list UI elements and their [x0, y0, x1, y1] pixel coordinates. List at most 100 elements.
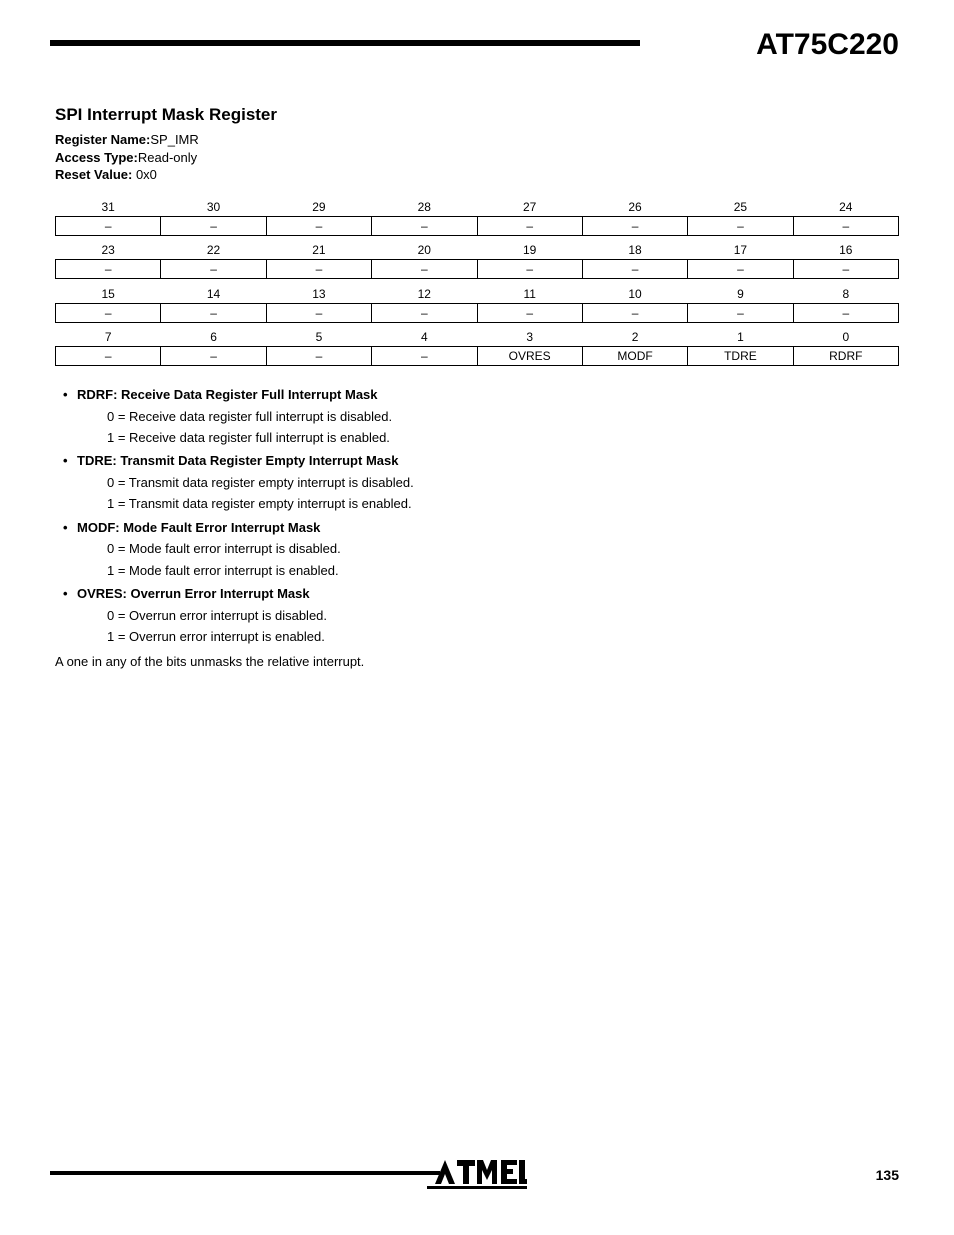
bit-number: 1	[688, 328, 793, 347]
field-line: 0 = Receive data register full interrupt…	[55, 406, 899, 427]
field-item: • OVRES: Overrun Error Interrupt Mask	[55, 583, 899, 604]
atmel-logo-icon	[427, 1156, 527, 1195]
bit-value: –	[266, 347, 371, 366]
bit-value: –	[56, 347, 161, 366]
bit-value: –	[477, 216, 582, 235]
bit-field-table: 31 30 29 28 27 26 25 24 – – – – – – – – …	[55, 198, 899, 367]
bit-value: –	[266, 260, 371, 279]
access-type-line: Access Type:Read-only	[55, 149, 899, 167]
bit-number: 25	[688, 198, 793, 217]
bit-number: 19	[477, 241, 582, 260]
bit-value: RDRF	[793, 347, 898, 366]
section-title: SPI Interrupt Mask Register	[55, 105, 899, 125]
bit-value: –	[688, 303, 793, 322]
field-line: 1 = Mode fault error interrupt is enable…	[55, 560, 899, 581]
field-item: • TDRE: Transmit Data Register Empty Int…	[55, 450, 899, 471]
field-title: OVRES: Overrun Error Interrupt Mask	[77, 583, 310, 604]
bit-number-row: 15 14 13 12 11 10 9 8	[56, 285, 899, 304]
bit-number: 28	[372, 198, 477, 217]
bit-number: 17	[688, 241, 793, 260]
field-item: • MODF: Mode Fault Error Interrupt Mask	[55, 517, 899, 538]
document-title: AT75C220	[756, 28, 899, 62]
bit-value: –	[793, 216, 898, 235]
bit-number: 3	[477, 328, 582, 347]
bit-number: 24	[793, 198, 898, 217]
bit-value: –	[56, 303, 161, 322]
bullet-icon: •	[55, 384, 77, 405]
bit-number: 6	[161, 328, 266, 347]
bit-value-row: – – – – OVRES MODF TDRE RDRF	[56, 347, 899, 366]
bit-number: 18	[582, 241, 687, 260]
access-type-value: Read-only	[138, 150, 197, 165]
bit-value: –	[477, 260, 582, 279]
bit-number: 13	[266, 285, 371, 304]
bit-number: 8	[793, 285, 898, 304]
bit-value: –	[688, 260, 793, 279]
field-line: 1 = Overrun error interrupt is enabled.	[55, 626, 899, 647]
bit-value-row: – – – – – – – –	[56, 303, 899, 322]
bit-number: 16	[793, 241, 898, 260]
bit-number: 22	[161, 241, 266, 260]
bit-value: –	[161, 216, 266, 235]
field-line: 0 = Mode fault error interrupt is disabl…	[55, 538, 899, 559]
field-descriptions: • RDRF: Receive Data Register Full Inter…	[55, 384, 899, 673]
bit-number: 23	[56, 241, 161, 260]
bullet-icon: •	[55, 450, 77, 471]
bit-value: –	[582, 260, 687, 279]
bit-number: 4	[372, 328, 477, 347]
bit-value: –	[161, 303, 266, 322]
final-note: A one in any of the bits unmasks the rel…	[55, 651, 899, 672]
bit-number: 2	[582, 328, 687, 347]
bit-number: 21	[266, 241, 371, 260]
field-line: 1 = Receive data register full interrupt…	[55, 427, 899, 448]
bit-number: 27	[477, 198, 582, 217]
bit-value: –	[161, 260, 266, 279]
bit-number: 29	[266, 198, 371, 217]
bit-number: 0	[793, 328, 898, 347]
bit-number: 30	[161, 198, 266, 217]
bit-value: TDRE	[688, 347, 793, 366]
bit-number: 10	[582, 285, 687, 304]
bit-number: 31	[56, 198, 161, 217]
field-title: TDRE: Transmit Data Register Empty Inter…	[77, 450, 398, 471]
reset-value-label: Reset Value:	[55, 167, 132, 182]
bit-number: 20	[372, 241, 477, 260]
register-name-value: SP_IMR	[150, 132, 198, 147]
bit-number: 14	[161, 285, 266, 304]
bit-number: 15	[56, 285, 161, 304]
bit-number: 9	[688, 285, 793, 304]
page-content: SPI Interrupt Mask Register Register Nam…	[55, 105, 899, 673]
bit-number: 12	[372, 285, 477, 304]
bit-value: –	[793, 260, 898, 279]
bullet-icon: •	[55, 583, 77, 604]
field-line: 0 = Transmit data register empty interru…	[55, 472, 899, 493]
bit-value: –	[372, 260, 477, 279]
bit-value: –	[582, 303, 687, 322]
field-title: RDRF: Receive Data Register Full Interru…	[77, 384, 378, 405]
bit-number: 11	[477, 285, 582, 304]
bit-number-row: 7 6 5 4 3 2 1 0	[56, 328, 899, 347]
bit-value: MODF	[582, 347, 687, 366]
bit-number-row: 31 30 29 28 27 26 25 24	[56, 198, 899, 217]
bit-value-row: – – – – – – – –	[56, 260, 899, 279]
bit-value: –	[56, 260, 161, 279]
bit-value: –	[56, 216, 161, 235]
field-item: • RDRF: Receive Data Register Full Inter…	[55, 384, 899, 405]
bit-value: –	[372, 303, 477, 322]
bit-value: –	[266, 303, 371, 322]
bit-value: –	[477, 303, 582, 322]
field-line: 0 = Overrun error interrupt is disabled.	[55, 605, 899, 626]
bit-value: –	[372, 347, 477, 366]
bit-value: –	[793, 303, 898, 322]
reset-value-line: Reset Value: 0x0	[55, 166, 899, 184]
bit-value: –	[372, 216, 477, 235]
bit-value: –	[161, 347, 266, 366]
bit-number-row: 23 22 21 20 19 18 17 16	[56, 241, 899, 260]
reset-value-value: 0x0	[132, 167, 157, 182]
bit-number: 26	[582, 198, 687, 217]
register-name-label: Register Name:	[55, 132, 150, 147]
bullet-icon: •	[55, 517, 77, 538]
bit-number: 7	[56, 328, 161, 347]
bit-value: –	[582, 216, 687, 235]
field-title: MODF: Mode Fault Error Interrupt Mask	[77, 517, 320, 538]
